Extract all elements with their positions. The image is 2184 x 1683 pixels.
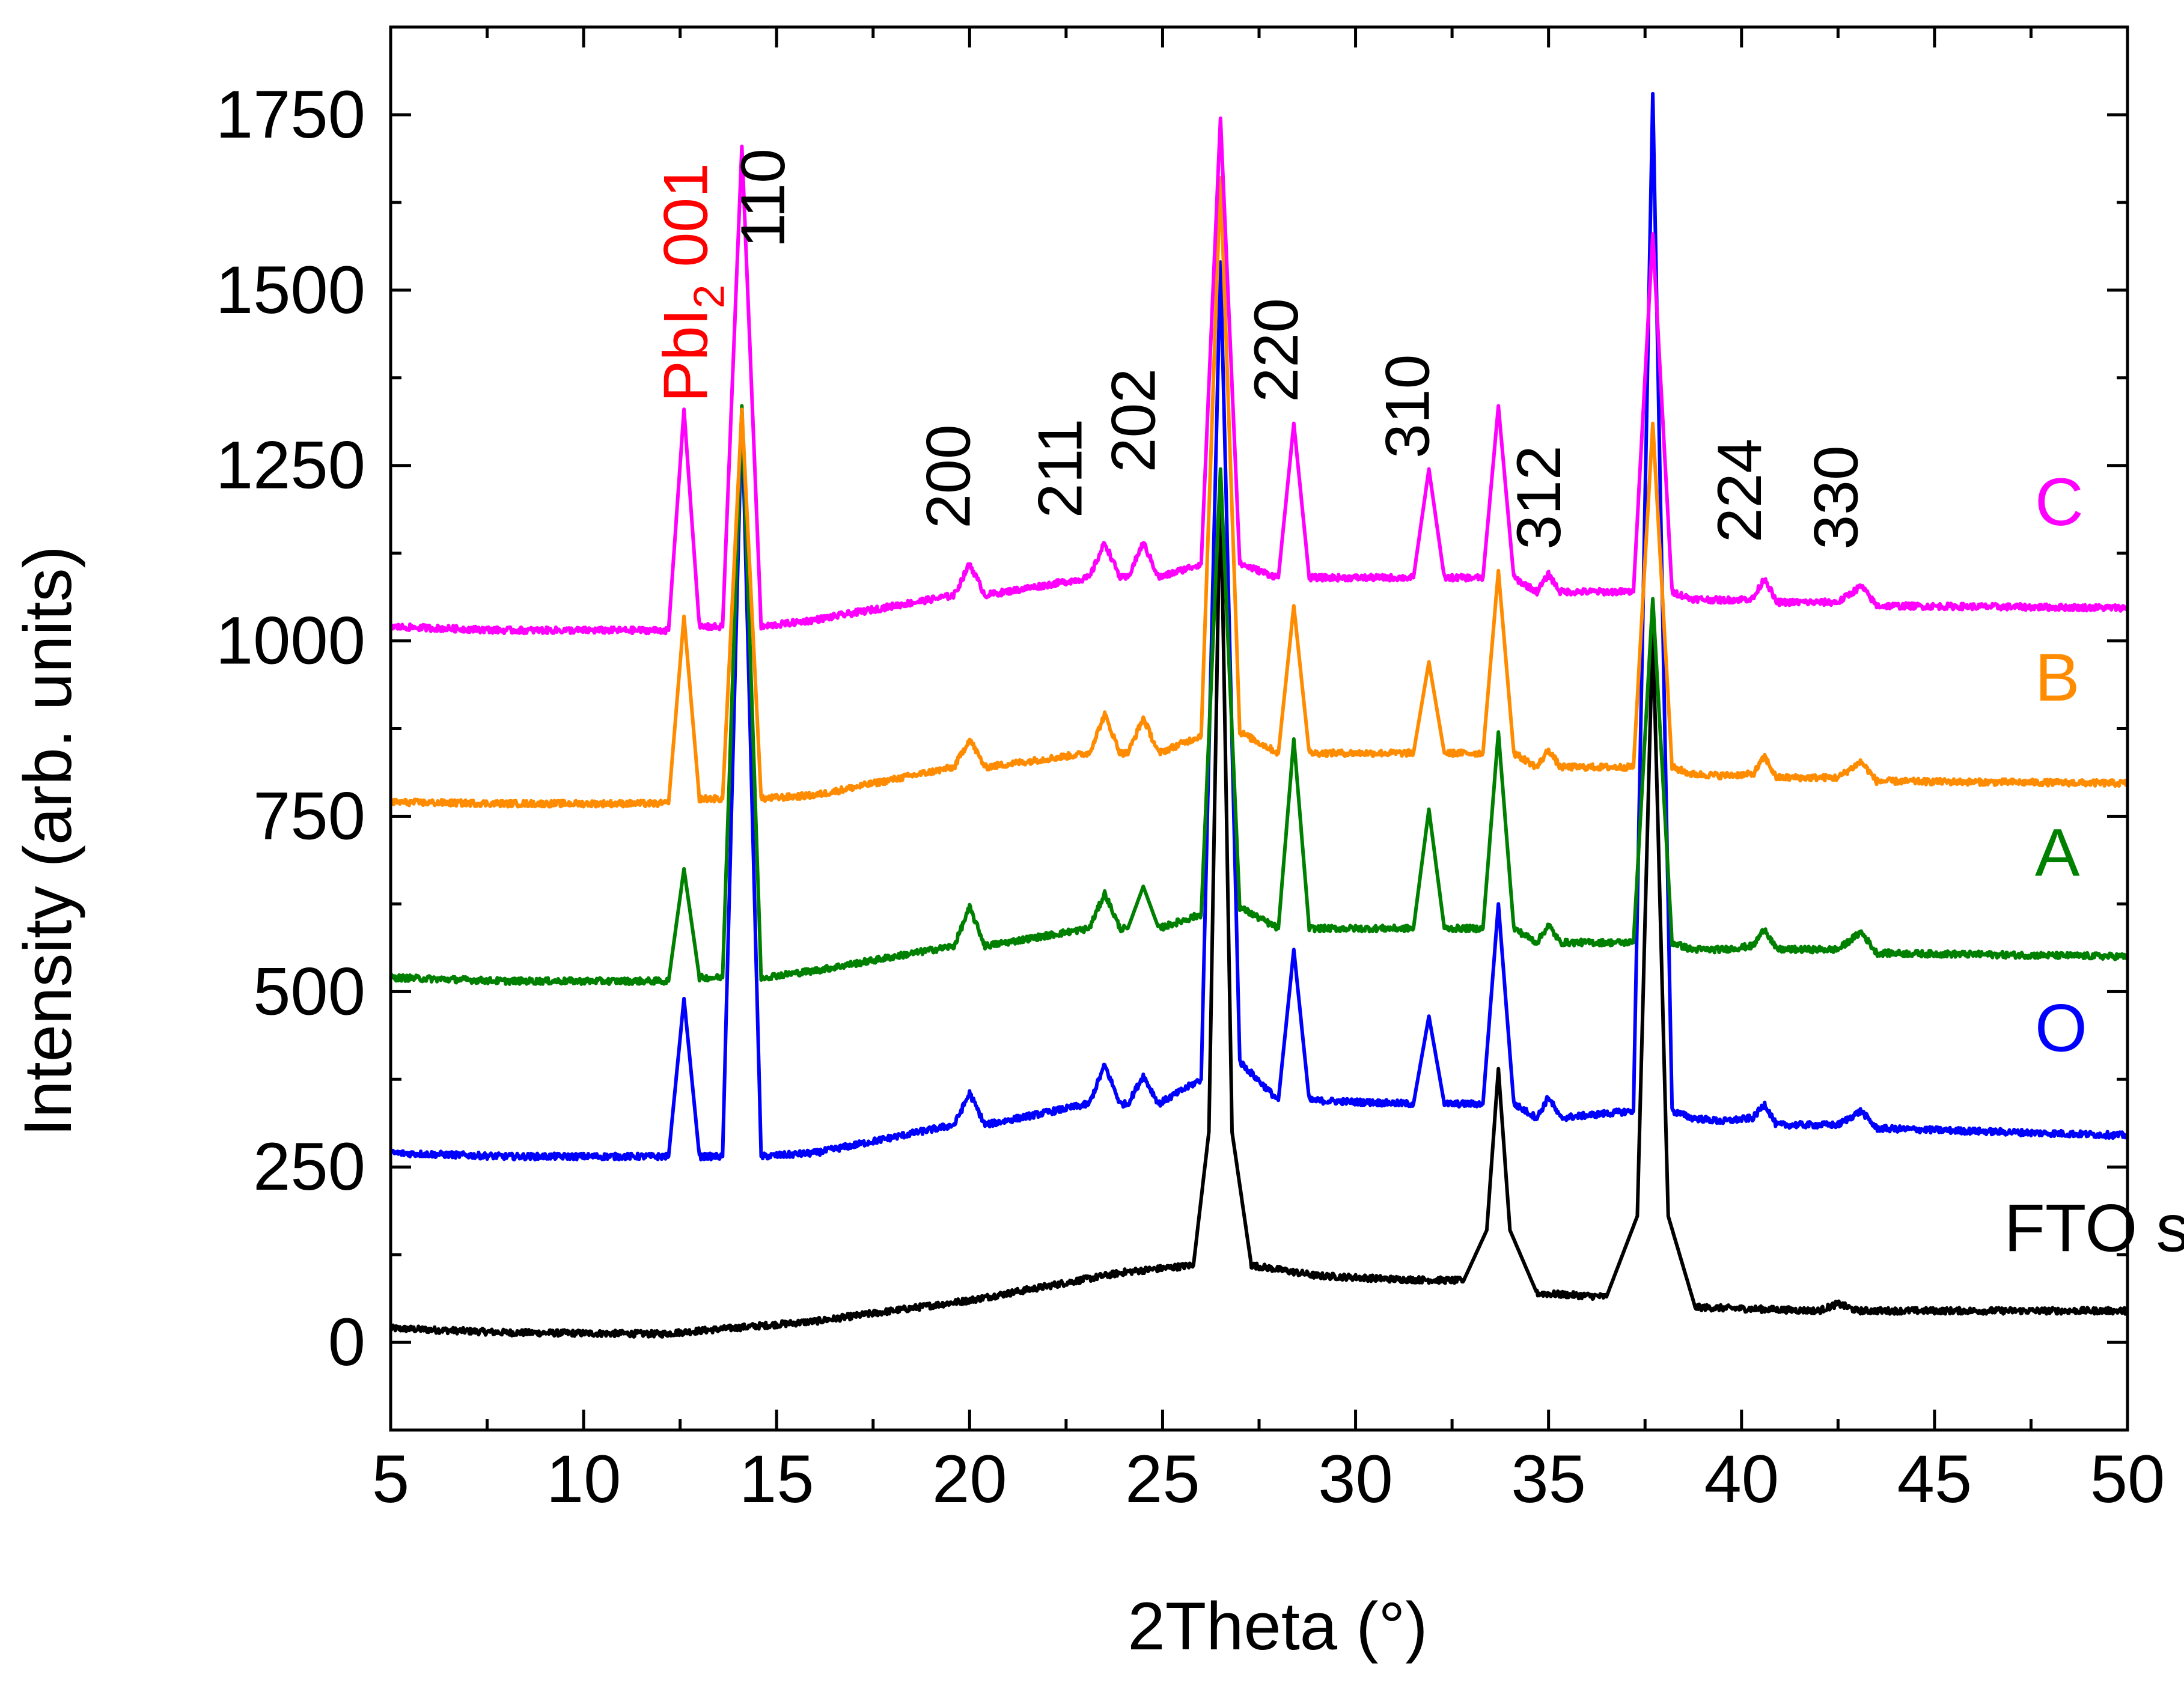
plot-frame <box>389 25 2129 1432</box>
y-tick-label: 1000 <box>216 603 365 678</box>
series-line-b <box>389 176 2129 809</box>
x-tick-label: 35 <box>1511 1441 1586 1517</box>
series-line-a <box>389 404 2129 986</box>
y-tick-label: 0 <box>328 1304 365 1380</box>
x-tick-label: 45 <box>1897 1441 1972 1517</box>
y-tick-label: 500 <box>253 954 365 1029</box>
y-tick-label: 1250 <box>216 428 365 503</box>
x-tick-label: 20 <box>932 1441 1007 1517</box>
peak-index-label-224: 224 <box>1705 439 1775 543</box>
y-tick-label: 1500 <box>216 252 365 327</box>
x-axis-label: 2Theta (°) <box>1127 1589 1427 1664</box>
series-label-c: C <box>2035 464 2084 540</box>
series-label-fto-sub: FTO sub. <box>2004 1190 2184 1265</box>
peak-index-label-310: 310 <box>1373 354 1443 458</box>
series-label-o: O <box>2035 991 2087 1066</box>
x-tick-label: 25 <box>1125 1441 1200 1517</box>
series-label-a: A <box>2035 815 2080 890</box>
pbi2-peak-label: PbI2 001 <box>651 163 734 403</box>
series-line-c <box>389 116 2129 636</box>
x-tick-label: 5 <box>372 1441 409 1517</box>
series-line-o <box>389 91 2129 1161</box>
x-tick-label: 10 <box>546 1441 621 1517</box>
y-tick-label: 750 <box>253 778 365 853</box>
peak-index-label-211: 211 <box>1026 418 1096 518</box>
x-tick-label: 30 <box>1318 1441 1393 1517</box>
series-label-b: B <box>2035 640 2080 715</box>
y-tick-label: 1750 <box>216 77 365 152</box>
y-tick-label: 250 <box>253 1129 365 1204</box>
x-tick-label: 40 <box>1704 1441 1779 1517</box>
peak-index-label-200: 200 <box>914 424 983 529</box>
peak-index-label-312: 312 <box>1504 445 1574 550</box>
peak-index-label-110: 110 <box>728 148 798 248</box>
peak-index-label-220: 220 <box>1242 298 1311 403</box>
series-line-fto-sub <box>389 470 2129 1339</box>
peak-index-label-202: 202 <box>1099 368 1169 473</box>
x-tick-label: 15 <box>739 1441 814 1517</box>
peak-index-label-330: 330 <box>1801 445 1871 550</box>
y-axis-label: Intensity (arb. units) <box>10 546 85 1137</box>
x-tick-label: 50 <box>2090 1441 2165 1517</box>
